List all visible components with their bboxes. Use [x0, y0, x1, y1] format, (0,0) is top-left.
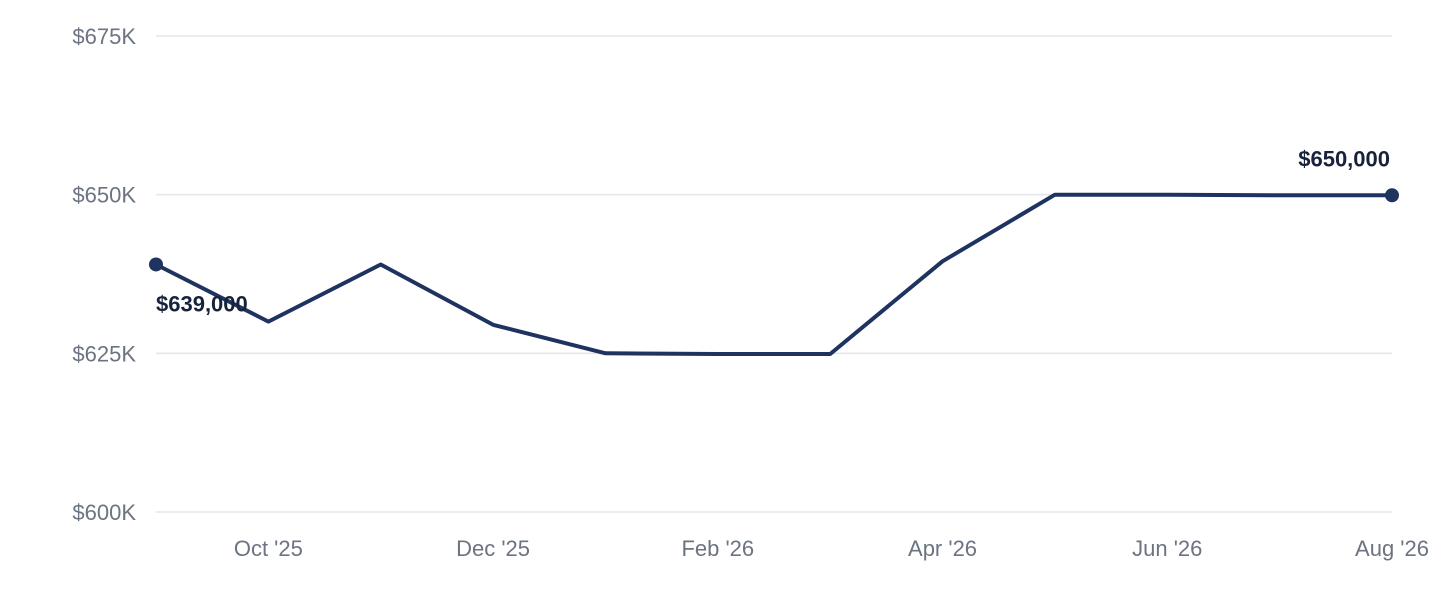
- y-tick-label: $600K: [72, 500, 136, 525]
- series: [154, 192, 1394, 356]
- data-labels: $639,000 $650,000: [149, 146, 1399, 316]
- y-axis: $600K $625K $650K $675K: [72, 24, 136, 525]
- y-tick-label: $675K: [72, 24, 136, 49]
- gridlines: [156, 35, 1392, 513]
- x-tick-label: Feb '26: [681, 536, 754, 561]
- x-tick-label: Aug '26: [1355, 536, 1429, 561]
- series-line: [154, 192, 1394, 356]
- x-tick-label: Jun '26: [1132, 536, 1202, 561]
- data-label: $650,000: [1298, 146, 1390, 171]
- data-point: [1385, 188, 1399, 203]
- x-tick-label: Dec '25: [456, 536, 530, 561]
- x-tick-label: Apr '26: [908, 536, 977, 561]
- y-tick-label: $650K: [72, 183, 136, 208]
- data-point: [149, 257, 163, 272]
- y-tick-label: $625K: [72, 341, 136, 366]
- x-tick-label: Oct '25: [234, 536, 303, 561]
- data-label: $639,000: [156, 291, 248, 316]
- x-axis: Oct '25 Dec '25 Feb '26 Apr '26 Jun '26 Aug '…: [234, 536, 1429, 561]
